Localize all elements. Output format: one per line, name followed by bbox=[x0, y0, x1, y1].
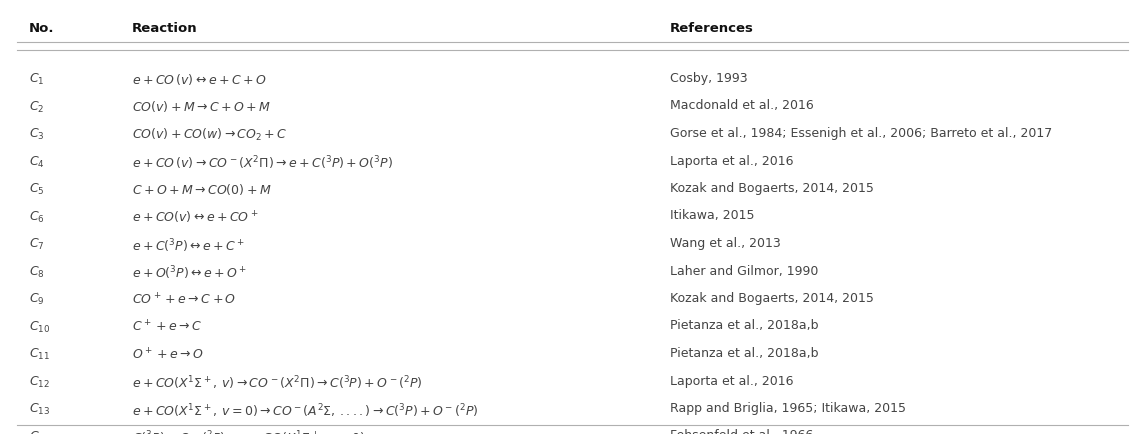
Text: $C_{11}$: $C_{11}$ bbox=[29, 347, 49, 362]
Text: Laporta et al., 2016: Laporta et al., 2016 bbox=[670, 375, 793, 388]
Text: Pietanza et al., 2018a,b: Pietanza et al., 2018a,b bbox=[670, 319, 819, 332]
Text: $C_6$: $C_6$ bbox=[29, 210, 45, 225]
Text: $CO(v) + M \rightarrow C + O + M$: $CO(v) + M \rightarrow C + O + M$ bbox=[132, 99, 270, 115]
Text: Wang et al., 2013: Wang et al., 2013 bbox=[670, 237, 781, 250]
Text: $C_{13}$: $C_{13}$ bbox=[29, 402, 49, 417]
Text: Fehsenfeld et al., 1966: Fehsenfeld et al., 1966 bbox=[670, 430, 813, 434]
Text: $C_2$: $C_2$ bbox=[29, 99, 44, 115]
Text: $C^+ + e \rightarrow C$: $C^+ + e \rightarrow C$ bbox=[132, 319, 202, 335]
Text: $e + CO\left(X^1\Sigma^+,\, v\right) \rightarrow CO^-\left(X^2\Pi\right) \righta: $e + CO\left(X^1\Sigma^+,\, v\right) \ri… bbox=[132, 375, 423, 392]
Text: $CO^+ + e \rightarrow C + O$: $CO^+ + e \rightarrow C + O$ bbox=[132, 292, 236, 307]
Text: $e + CO(v) \leftrightarrow e + CO^+$: $e + CO(v) \leftrightarrow e + CO^+$ bbox=[132, 210, 259, 226]
Text: $C_9$: $C_9$ bbox=[29, 292, 45, 307]
Text: Reaction: Reaction bbox=[132, 22, 197, 35]
Text: $e + O(^3P) \leftrightarrow e + O^+$: $e + O(^3P) \leftrightarrow e + O^+$ bbox=[132, 264, 247, 282]
Text: Macdonald et al., 2016: Macdonald et al., 2016 bbox=[670, 99, 814, 112]
Text: $e + CO\left(X^1\Sigma^+,\, v{=}0\right) \rightarrow CO^-\left(A^2\Sigma,\, ....: $e + CO\left(X^1\Sigma^+,\, v{=}0\right)… bbox=[132, 402, 479, 420]
Text: $C_{12}$: $C_{12}$ bbox=[29, 375, 49, 390]
Text: Gorse et al., 1984; Essenigh et al., 2006; Barreto et al., 2017: Gorse et al., 1984; Essenigh et al., 200… bbox=[670, 127, 1052, 140]
Text: $C_7$: $C_7$ bbox=[29, 237, 45, 252]
Text: Laporta et al., 2016: Laporta et al., 2016 bbox=[670, 155, 793, 168]
Text: $C_{14}$: $C_{14}$ bbox=[29, 430, 50, 434]
Text: Kozak and Bogaerts, 2014, 2015: Kozak and Bogaerts, 2014, 2015 bbox=[670, 292, 874, 305]
Text: $e + CO\,(v) \rightarrow CO^-(X^2\Pi) \rightarrow e + C(^3P) + O(^3P)$: $e + CO\,(v) \rightarrow CO^-(X^2\Pi) \r… bbox=[132, 155, 393, 172]
Text: $O^+ + e \rightarrow O$: $O^+ + e \rightarrow O$ bbox=[132, 347, 203, 362]
Text: $C_3$: $C_3$ bbox=[29, 127, 45, 142]
Text: Rapp and Briglia, 1965; Itikawa, 2015: Rapp and Briglia, 1965; Itikawa, 2015 bbox=[670, 402, 906, 415]
Text: $CO(v) + CO(w) \rightarrow CO_2 + C$: $CO(v) + CO(w) \rightarrow CO_2 + C$ bbox=[132, 127, 287, 143]
Text: Pietanza et al., 2018a,b: Pietanza et al., 2018a,b bbox=[670, 347, 819, 360]
Text: $C_4$: $C_4$ bbox=[29, 155, 45, 170]
Text: Kozak and Bogaerts, 2014, 2015: Kozak and Bogaerts, 2014, 2015 bbox=[670, 182, 874, 195]
Text: $C\left(^3P\right) + O^-\left(^2P\right) \rightarrow e + CO\left(X^1\Sigma^+,\, : $C\left(^3P\right) + O^-\left(^2P\right)… bbox=[132, 430, 365, 434]
Text: Itikawa, 2015: Itikawa, 2015 bbox=[670, 210, 755, 223]
Text: Cosby, 1993: Cosby, 1993 bbox=[670, 72, 748, 85]
Text: No.: No. bbox=[29, 22, 54, 35]
Text: $C_{10}$: $C_{10}$ bbox=[29, 319, 50, 335]
Text: References: References bbox=[670, 22, 753, 35]
Text: $C_5$: $C_5$ bbox=[29, 182, 45, 197]
Text: $C + O + M \rightarrow CO(0) + M$: $C + O + M \rightarrow CO(0) + M$ bbox=[132, 182, 271, 197]
Text: Laher and Gilmor, 1990: Laher and Gilmor, 1990 bbox=[670, 264, 819, 277]
Text: $e + C(^3P) \leftrightarrow e + C^+$: $e + C(^3P) \leftrightarrow e + C^+$ bbox=[132, 237, 245, 255]
Text: $e + CO\,(v) \leftrightarrow e + C + O$: $e + CO\,(v) \leftrightarrow e + C + O$ bbox=[132, 72, 267, 87]
Text: $C_8$: $C_8$ bbox=[29, 264, 45, 279]
Text: $C_1$: $C_1$ bbox=[29, 72, 45, 87]
